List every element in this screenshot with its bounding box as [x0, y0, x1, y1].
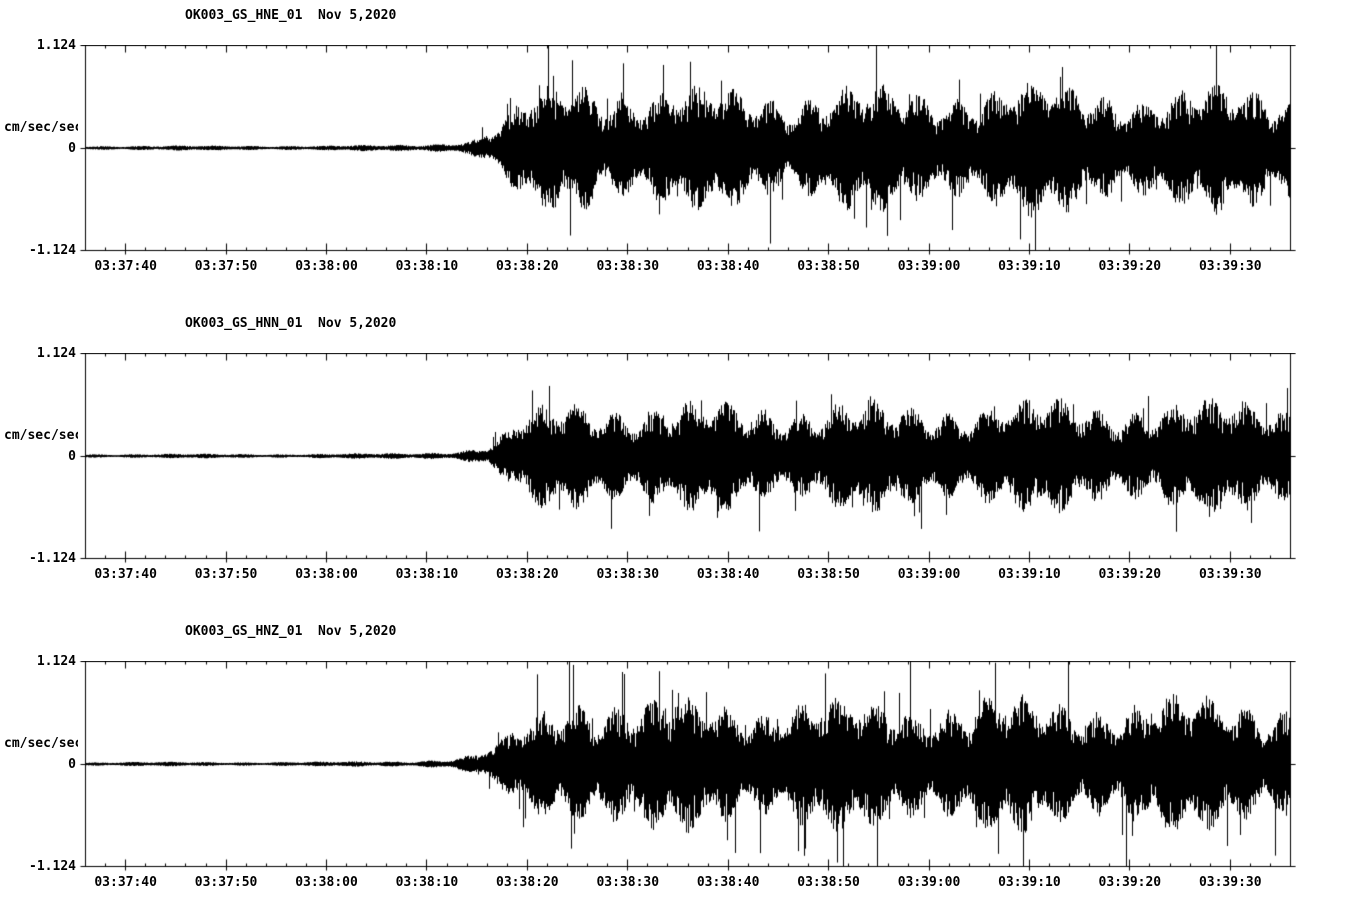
x-tick-label: 03:37:40 [94, 259, 157, 274]
x-tick-label: 03:37:50 [194, 567, 258, 582]
x-tick-label: 03:38:00 [295, 259, 358, 274]
x-tick-label: 03:39:10 [998, 567, 1061, 582]
panel-title: OK003_GS_HNZ_01 Nov 5,2020 [185, 624, 397, 639]
x-tick-label: 03:38:10 [395, 259, 459, 274]
seismo-panel-hnz: OK003_GS_HNZ_01 Nov 5,2020 1.124 cm/sec/… [0, 616, 1358, 924]
panel-title: OK003_GS_HNN_01 Nov 5,2020 [185, 316, 397, 331]
x-axis-labels: 03:37:40 03:37:50 03:38:00 03:38:10 03:38:20… [0, 259, 1358, 275]
x-tick-label: 03:38:00 [295, 875, 358, 890]
x-tick-label: 03:38:40 [696, 875, 760, 890]
x-tick-label: 03:38:10 [395, 875, 459, 890]
x-tick-label: 03:38:40 [696, 259, 760, 274]
x-tick-label: 03:39:20 [1098, 259, 1162, 274]
y-axis-zero-label: 0 [68, 757, 76, 772]
y-axis-min-label: -1.124 [29, 859, 76, 874]
y-axis-zero-label: 0 [68, 449, 76, 464]
waveform-canvas [78, 45, 1296, 257]
y-axis-min-label: -1.124 [29, 551, 76, 566]
x-tick-label: 03:39:30 [1198, 259, 1262, 274]
y-axis-min-label: -1.124 [29, 243, 76, 258]
x-tick-label: 03:38:20 [496, 567, 559, 582]
y-axis-max-label: 1.124 [36, 38, 76, 53]
seismo-panel-hnn: OK003_GS_HNN_01 Nov 5,2020 1.124 cm/sec/… [0, 308, 1358, 616]
x-tick-label: 03:37:40 [94, 567, 157, 582]
x-tick-label: 03:39:10 [998, 259, 1061, 274]
x-tick-label: 03:38:30 [596, 567, 660, 582]
x-tick-label: 03:38:50 [797, 567, 860, 582]
x-tick-label: 03:39:30 [1198, 875, 1262, 890]
x-tick-label: 03:39:00 [897, 259, 961, 274]
x-tick-label: 03:38:10 [395, 567, 459, 582]
x-tick-label: 03:39:20 [1098, 875, 1162, 890]
x-tick-label: 03:37:50 [194, 875, 258, 890]
x-tick-label: 03:38:40 [696, 567, 760, 582]
x-tick-label: 03:38:20 [496, 259, 559, 274]
x-axis-labels: 03:37:40 03:37:50 03:38:00 03:38:10 03:38:20… [0, 875, 1358, 891]
waveform-canvas [78, 353, 1296, 565]
x-tick-label: 03:38:20 [496, 875, 559, 890]
y-axis-unit-label: cm/sec/sec [4, 428, 83, 443]
x-tick-label: 03:38:30 [596, 875, 660, 890]
x-tick-label: 03:39:30 [1198, 567, 1262, 582]
y-axis-zero-label: 0 [68, 141, 76, 156]
x-tick-label: 03:39:00 [897, 567, 961, 582]
seismo-panel-hne: OK003_GS_HNE_01 Nov 5,2020 1.124 cm/sec/… [0, 0, 1358, 308]
x-tick-label: 03:38:50 [797, 875, 860, 890]
x-tick-label: 03:37:40 [94, 875, 157, 890]
x-tick-label: 03:38:30 [596, 259, 660, 274]
x-axis-labels: 03:37:40 03:37:50 03:38:00 03:38:10 03:38:20… [0, 567, 1358, 583]
x-tick-label: 03:39:00 [897, 875, 961, 890]
x-tick-label: 03:39:10 [998, 875, 1061, 890]
waveform-canvas [78, 661, 1296, 873]
panel-title: OK003_GS_HNE_01 Nov 5,2020 [185, 8, 397, 23]
y-axis-max-label: 1.124 [36, 654, 76, 669]
y-axis-unit-label: cm/sec/sec [4, 736, 83, 751]
y-axis-unit-label: cm/sec/sec [4, 120, 83, 135]
x-tick-label: 03:39:20 [1098, 567, 1162, 582]
y-axis-max-label: 1.124 [36, 346, 76, 361]
x-tick-label: 03:37:50 [194, 259, 258, 274]
x-tick-label: 03:38:50 [797, 259, 860, 274]
x-tick-label: 03:38:00 [295, 567, 358, 582]
